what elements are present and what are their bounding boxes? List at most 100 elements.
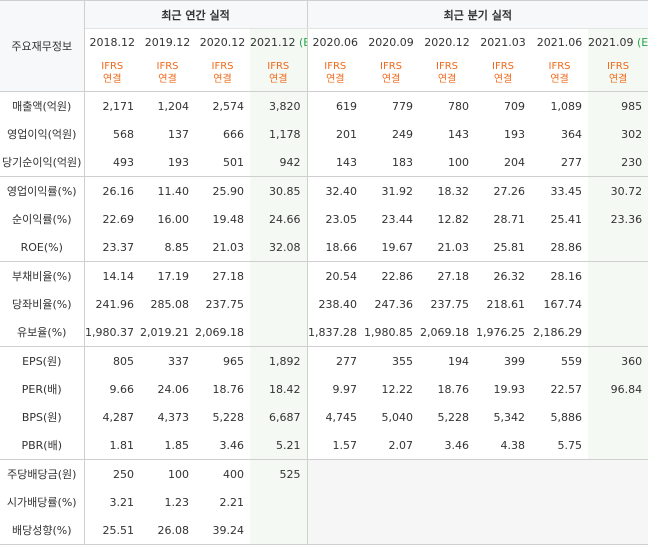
- value-cell: 100: [168, 467, 189, 481]
- value-cell: 1,892: [250, 346, 308, 375]
- row-label: BPS(원): [0, 403, 85, 431]
- quarterly-group-header: 최근 분기 실적: [307, 0, 648, 29]
- value-cell: 2,069.18: [195, 318, 250, 347]
- ifrs-basis-label: IFRS 연결: [363, 55, 420, 92]
- row-label: PBR(배): [0, 431, 85, 460]
- row-label: PER(배): [0, 375, 85, 403]
- value-cell: 805: [113, 354, 134, 368]
- value-cell: 241.96: [95, 297, 135, 311]
- value-cell: 4.38: [475, 431, 532, 460]
- value-cell: 12.82: [437, 212, 470, 226]
- row-label: 유보율(%): [0, 318, 85, 347]
- value-cell: [531, 488, 589, 516]
- value-cell: 1.85: [140, 431, 195, 460]
- value-cell: 619: [336, 99, 358, 113]
- ifrs-line: IFRS: [607, 61, 630, 72]
- table-row: 순이익률(%) 22.69 16.00 19.48 24.66 23.05 23.44 12.…: [0, 205, 648, 233]
- value-cell: 249: [392, 127, 414, 141]
- period-header: 2020.12: [419, 29, 475, 56]
- value-cell: 27.26: [493, 184, 526, 198]
- value-cell: 2,069.18: [419, 318, 476, 347]
- value-cell: 23.37: [84, 233, 140, 262]
- value-cell: [531, 516, 589, 545]
- value-cell: 17.19: [157, 269, 190, 283]
- value-cell: 143: [448, 127, 470, 141]
- value-cell: 22.57: [550, 382, 583, 396]
- row-label: 부채비율(%): [0, 261, 85, 290]
- consolidated-line: 연결: [493, 74, 513, 85]
- value-cell: 400: [223, 467, 244, 481]
- value-cell: 399: [504, 354, 526, 368]
- value-cell: [588, 233, 648, 262]
- consolidated-line: 연결: [158, 74, 177, 85]
- row-label: 배당성향(%): [0, 516, 85, 545]
- value-cell: 1.23: [164, 495, 190, 509]
- value-cell: [419, 488, 476, 516]
- value-cell: 12.22: [381, 382, 414, 396]
- period-label: 2021.12: [250, 35, 296, 49]
- period-header: 2019.12: [140, 29, 195, 56]
- value-cell: [588, 290, 648, 318]
- value-cell: 493: [84, 148, 140, 177]
- table-row: 당좌비율(%) 241.96 285.08 237.75 238.40 247.36 237…: [0, 290, 648, 318]
- value-cell: [250, 488, 308, 516]
- value-cell: 277: [336, 354, 358, 368]
- value-cell: 364: [561, 127, 583, 141]
- value-cell: 26.32: [493, 269, 526, 283]
- table-row: 영업이익률(%) 26.16 11.40 25.90 30.85 32.40 31.92 18…: [0, 176, 648, 205]
- consolidated-line: 연결: [103, 74, 122, 85]
- value-cell: 302: [588, 120, 648, 148]
- ifrs-basis-label: IFRS 연결: [140, 55, 195, 92]
- value-cell: 18.32: [437, 184, 470, 198]
- value-cell: 337: [168, 354, 189, 368]
- value-cell: 5.75: [531, 431, 589, 460]
- table-row: 주당배당금(원) 250 100 400 525: [0, 459, 648, 488]
- value-cell: 1.57: [307, 431, 364, 460]
- corner-label: 주요재무정보: [0, 0, 85, 92]
- value-cell: 23.36: [588, 205, 648, 233]
- value-cell: 201: [336, 127, 358, 141]
- estimate-marker: (E): [299, 35, 306, 49]
- value-cell: [307, 459, 364, 488]
- value-cell: [250, 261, 308, 290]
- value-cell: 14.14: [102, 269, 135, 283]
- value-cell: 5,040: [381, 410, 414, 424]
- value-cell: 360: [588, 346, 648, 375]
- value-cell: 18.76: [212, 382, 245, 396]
- table-row: 배당성향(%) 25.51 26.08 39.24: [0, 516, 648, 545]
- value-cell: 218.61: [486, 297, 526, 311]
- row-label: 영업이익(억원): [0, 120, 85, 148]
- value-cell: 194: [448, 354, 470, 368]
- value-cell: 18.76: [437, 382, 470, 396]
- value-cell: 30.85: [250, 176, 308, 205]
- value-cell: [419, 459, 476, 488]
- ifrs-line: IFRS: [101, 61, 124, 72]
- value-cell: 1,204: [157, 99, 190, 113]
- value-cell: 525: [250, 459, 308, 488]
- ifrs-basis-label: IFRS 연결: [195, 55, 250, 92]
- value-cell: 4,287: [102, 410, 135, 424]
- value-cell: 559: [561, 354, 583, 368]
- value-cell: 19.93: [493, 382, 526, 396]
- consolidated-line: 연결: [381, 74, 401, 85]
- value-cell: 25.90: [212, 184, 245, 198]
- value-cell: 143: [307, 148, 364, 177]
- value-cell: [588, 459, 648, 488]
- value-cell: [250, 516, 308, 545]
- value-cell: 33.45: [550, 184, 583, 198]
- value-cell: [531, 459, 589, 488]
- row-label: ROE(%): [0, 233, 85, 262]
- table-row: EPS(원) 805 337 965 1,892 277 355 194 399 559 360: [0, 346, 648, 375]
- value-cell: 3,820: [250, 91, 308, 120]
- value-cell: [588, 488, 648, 516]
- value-cell: 11.40: [157, 184, 190, 198]
- value-cell: 167.74: [543, 297, 583, 311]
- value-cell: 709: [504, 99, 526, 113]
- value-cell: 4,373: [157, 410, 190, 424]
- value-cell: 1,980.85: [363, 318, 420, 347]
- row-label: 당좌비율(%): [0, 290, 85, 318]
- value-cell: 1,976.25: [475, 318, 532, 347]
- period-header: 2021.06: [531, 29, 588, 56]
- value-cell: 18.42: [250, 375, 308, 403]
- value-cell: 39.24: [195, 516, 250, 545]
